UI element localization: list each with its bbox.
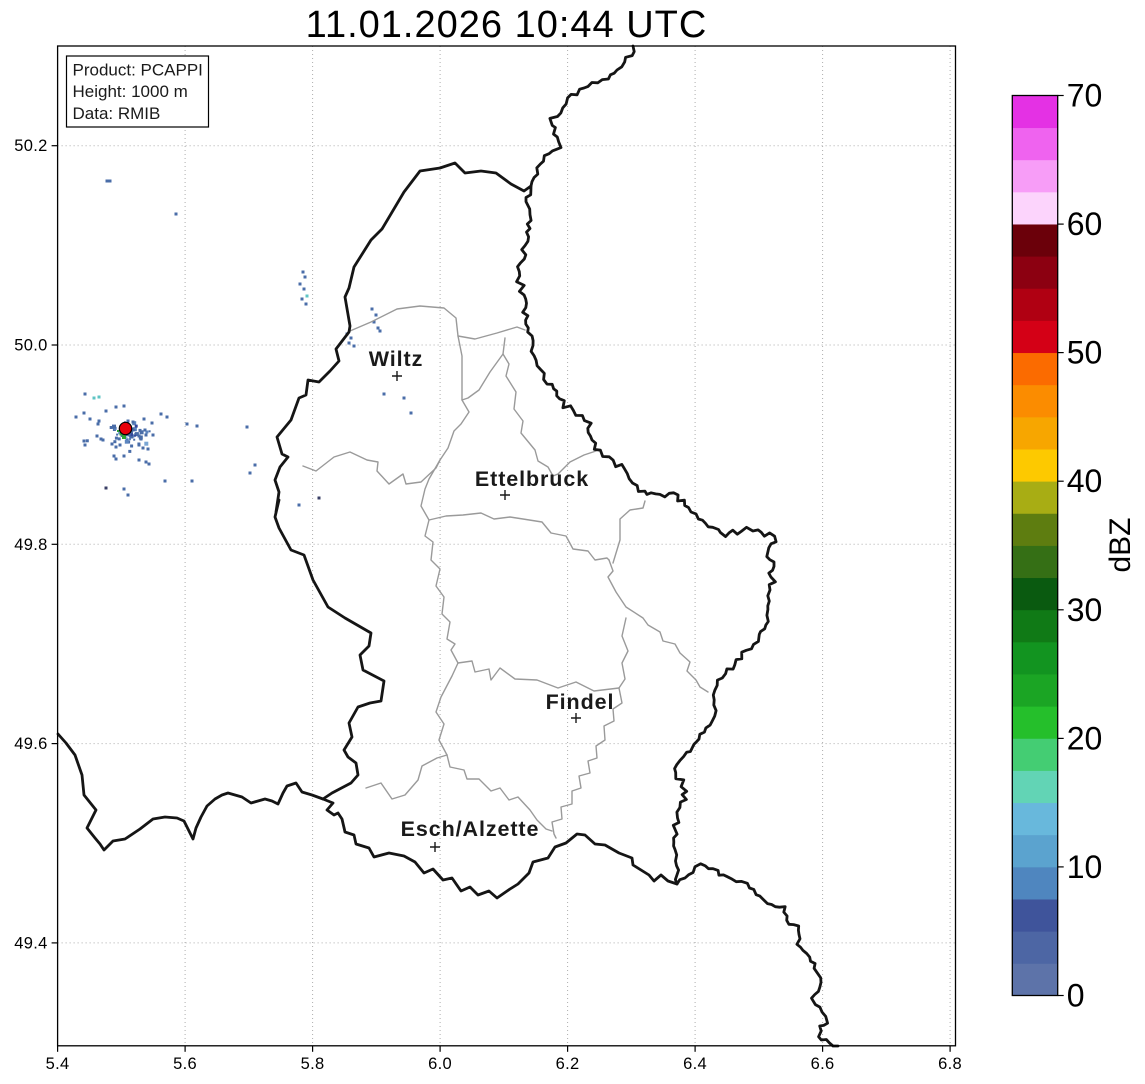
svg-text:Findel: Findel (546, 690, 615, 714)
svg-text:Data: RMIB: Data: RMIB (73, 104, 161, 123)
svg-text:50.0: 50.0 (14, 337, 47, 355)
svg-text:Product: PCAPPI: Product: PCAPPI (73, 61, 203, 80)
svg-text:50.2: 50.2 (14, 137, 47, 155)
svg-text:6.6: 6.6 (811, 1055, 835, 1073)
svg-text:49.8: 49.8 (14, 536, 47, 554)
svg-text:10: 10 (1067, 849, 1103, 885)
svg-text:0: 0 (1067, 978, 1085, 1014)
svg-text:5.8: 5.8 (301, 1055, 325, 1073)
svg-text:49.6: 49.6 (14, 735, 47, 753)
svg-text:6.4: 6.4 (683, 1055, 707, 1073)
svg-text:60: 60 (1067, 206, 1103, 242)
svg-text:49.4: 49.4 (14, 934, 47, 952)
svg-text:70: 70 (1067, 78, 1103, 114)
svg-text:30: 30 (1067, 592, 1103, 628)
svg-text:6.8: 6.8 (938, 1055, 962, 1073)
svg-text:Esch/Alzette: Esch/Alzette (401, 817, 540, 841)
svg-text:Height: 1000 m: Height: 1000 m (73, 82, 188, 101)
svg-text:dBZ: dBZ (1104, 517, 1137, 572)
svg-text:Wiltz: Wiltz (369, 347, 423, 371)
svg-text:5.4: 5.4 (46, 1055, 70, 1073)
svg-text:6.0: 6.0 (428, 1055, 452, 1073)
svg-text:5.6: 5.6 (173, 1055, 197, 1073)
svg-text:40: 40 (1067, 463, 1103, 499)
svg-text:6.2: 6.2 (556, 1055, 580, 1073)
svg-text:50: 50 (1067, 335, 1103, 371)
svg-text:11.01.2026 10:44 UTC: 11.01.2026 10:44 UTC (306, 4, 708, 46)
svg-text:20: 20 (1067, 720, 1103, 756)
svg-text:Ettelbruck: Ettelbruck (475, 467, 589, 491)
